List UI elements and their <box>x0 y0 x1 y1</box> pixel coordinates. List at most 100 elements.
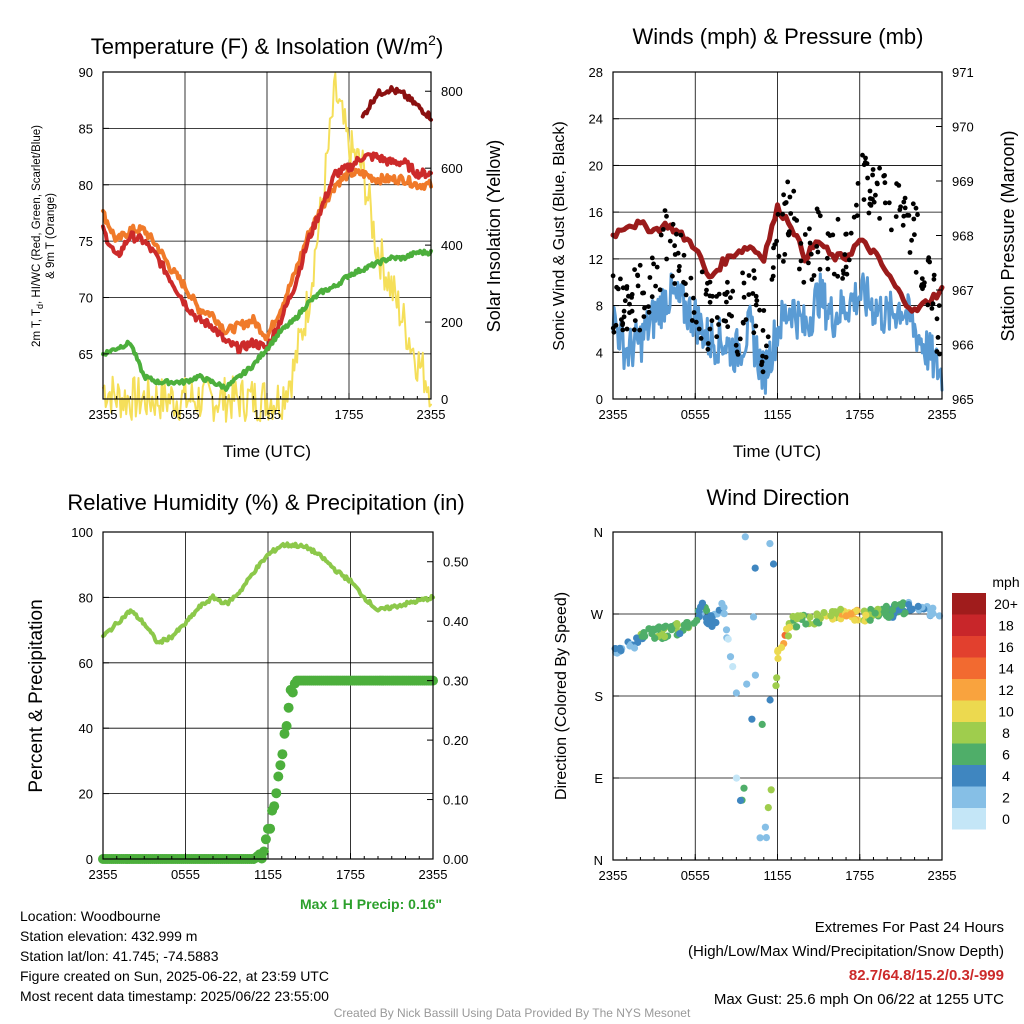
rh-y2tick-label: 0.50 <box>443 555 468 570</box>
rh-ytick-label: 20 <box>79 787 93 802</box>
gust-point <box>911 216 917 222</box>
temp-xtick-label: 1755 <box>335 407 364 422</box>
direction-point <box>847 610 855 618</box>
direction-point <box>703 606 711 615</box>
gust-point <box>646 309 652 315</box>
speed-legend-swatch <box>952 593 986 615</box>
gust-point <box>827 233 833 238</box>
temp-ytick-label: 85 <box>79 121 93 136</box>
direction-point <box>651 634 659 642</box>
gust-point <box>629 295 634 300</box>
station-location: Location: Woodbourne <box>20 908 161 924</box>
gust-point <box>868 203 874 208</box>
rh-title: Relative Humidity (%) & Precipitation (i… <box>67 490 464 515</box>
gust-point <box>627 301 632 307</box>
wind-ytick-label: 20 <box>589 158 603 173</box>
gust-point <box>737 336 743 342</box>
gust-point <box>733 342 739 348</box>
direction-point <box>740 784 748 792</box>
dir-xtick-label: 2355 <box>928 868 957 883</box>
dir-ytick-label: W <box>591 607 604 622</box>
direction-point <box>732 774 741 782</box>
gust-point <box>782 252 788 257</box>
gust-point <box>760 328 766 333</box>
gust-point <box>724 299 729 305</box>
extremes-subtitle: (High/Low/Max Wind/Precipitation/Snow De… <box>688 943 1004 960</box>
precip-point <box>275 760 286 771</box>
gust-point <box>658 232 664 238</box>
heat-index-line <box>360 85 433 122</box>
precip-point <box>277 749 288 760</box>
gust-point <box>624 284 630 289</box>
gust-point <box>791 188 797 194</box>
speed-legend-label: 12 <box>998 682 1014 698</box>
wind-ytick-label: 4 <box>596 345 603 360</box>
direction-point <box>648 626 656 634</box>
gust-point <box>840 276 845 281</box>
gust-point <box>664 213 669 219</box>
direction-point <box>784 632 793 640</box>
gust-point <box>788 211 794 216</box>
gust-point <box>913 205 919 211</box>
direction-point <box>743 680 751 688</box>
dir-xtick-label: 1755 <box>845 868 874 883</box>
temp-xtick-label: 0555 <box>171 407 200 422</box>
gust-point <box>725 279 730 285</box>
gust-point <box>641 290 647 296</box>
gust-point <box>677 264 682 269</box>
gust-point <box>919 276 925 281</box>
gust-point <box>877 216 882 221</box>
gust-point <box>707 326 713 332</box>
rh-ytick-label: 60 <box>79 656 93 671</box>
gust-point <box>882 200 888 206</box>
temp-ytick-label: 80 <box>79 178 93 193</box>
gust-point <box>848 230 854 236</box>
gust-point <box>631 327 637 333</box>
direction-point <box>751 671 760 679</box>
precip-point <box>271 788 282 799</box>
dir-series <box>611 533 944 842</box>
direction-point <box>905 601 913 609</box>
gust-point <box>714 334 720 340</box>
temp-xtick-label: 2355 <box>417 407 446 422</box>
wind-y2tick-label: 970 <box>952 120 974 135</box>
direction-point <box>720 610 728 618</box>
direction-point <box>862 611 870 619</box>
rh-y2tick-label: 0.10 <box>443 793 468 808</box>
wind-xtick-label: 2355 <box>928 407 957 422</box>
gust-point <box>785 179 791 185</box>
rh-y2tick-label: 0.30 <box>443 674 468 689</box>
gust-point <box>814 244 820 249</box>
precip-point <box>258 846 269 857</box>
precip-point <box>273 771 284 782</box>
gust-point <box>867 188 873 194</box>
direction-point <box>802 620 810 628</box>
gust-point <box>798 241 804 246</box>
precip-point <box>265 823 276 834</box>
gust-point <box>936 303 942 308</box>
gust-point <box>781 259 786 264</box>
direction-point <box>785 623 794 632</box>
gust-point <box>753 323 759 329</box>
gust-point <box>912 232 917 238</box>
direction-point <box>684 623 692 631</box>
gust-point <box>794 218 800 223</box>
rh-ticks: 2355 0555 1155 1755 2355 100 80 60 40 20 0 0.50 0.40… <box>71 525 468 882</box>
direction-point <box>914 602 922 611</box>
extremes-title: Extremes For Past 24 Hours <box>814 919 1004 936</box>
direction-point <box>929 604 937 612</box>
gust-point <box>866 210 872 216</box>
gust-point <box>809 277 815 282</box>
gust-point <box>757 307 762 313</box>
rh-ytick-label: 40 <box>79 721 93 736</box>
gust-point <box>705 341 711 346</box>
gust-point <box>657 287 663 293</box>
gust-point <box>746 273 752 278</box>
gust-point <box>842 252 848 257</box>
direction-point <box>704 620 713 628</box>
gust-point <box>881 173 887 179</box>
gust-point <box>824 255 830 261</box>
wind-xlabel: Time (UTC) <box>733 442 821 461</box>
gust-point <box>681 279 686 285</box>
